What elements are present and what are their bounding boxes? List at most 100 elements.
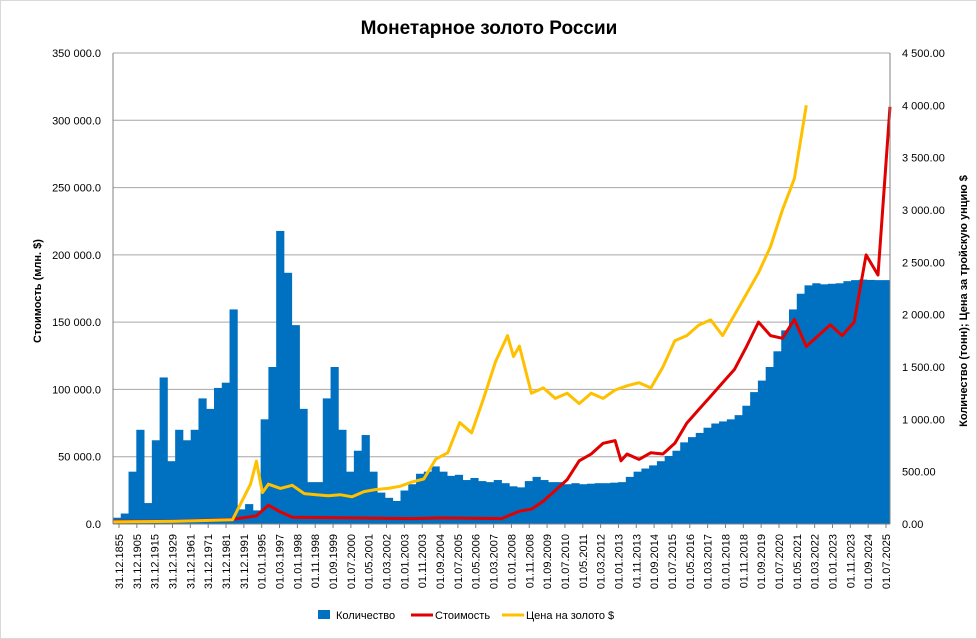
- right-axis-title: Количество (тонн); Цена за тройскую унци…: [958, 175, 970, 427]
- quantity-bar: [680, 442, 689, 524]
- x-tick-label: 01.01.2018: [721, 534, 733, 589]
- quantity-bar: [711, 423, 720, 524]
- quantity-bar: [423, 471, 432, 524]
- quantity-bar: [315, 482, 324, 524]
- x-tick-label: 01.05.2006: [471, 534, 483, 589]
- right-tick-label: 2 500.00: [902, 257, 945, 269]
- x-tick-label: 01.01.2023: [828, 534, 840, 589]
- quantity-bar: [144, 503, 153, 524]
- quantity-bar: [462, 480, 471, 524]
- quantity-bar: [408, 484, 417, 524]
- x-tick-label: 01.03.1997: [275, 534, 287, 589]
- quantity-bar: [431, 466, 440, 524]
- quantity-bar: [400, 490, 409, 524]
- x-tick-label: 01.11.2013: [631, 534, 643, 588]
- quantity-bar: [633, 471, 642, 524]
- x-tick-label: 01.01.2013: [613, 534, 625, 589]
- x-tick-label: 01.11.2003: [417, 534, 429, 588]
- quantity-bar: [563, 484, 572, 524]
- legend-label: Цена на золото $: [526, 610, 614, 622]
- quantity-bar: [268, 367, 277, 524]
- quantity-bar: [788, 309, 798, 524]
- quantity-bar: [159, 377, 168, 524]
- quantity-bar: [719, 421, 728, 524]
- quantity-bar: [493, 480, 502, 524]
- x-tick-label: 31.12.1929: [168, 534, 180, 589]
- left-tick-label: 300 000.0: [52, 115, 101, 127]
- quantity-bar: [742, 405, 751, 524]
- legend-label: Количество: [336, 610, 395, 622]
- chart-title: Монетарное золото России: [361, 18, 618, 39]
- quantity-bar: [128, 471, 137, 524]
- x-tick-label: 31.12.1971: [203, 534, 215, 589]
- right-tick-label: 3 000.00: [902, 205, 945, 217]
- quantity-bar: [703, 427, 712, 524]
- quantity-bar: [586, 483, 596, 524]
- quantity-bar: [835, 283, 844, 524]
- quantity-bar: [136, 429, 145, 524]
- x-tick-label: 01.03.2022: [810, 534, 822, 589]
- quantity-bar: [299, 408, 308, 524]
- x-tick-label: 01.05.2016: [685, 534, 697, 589]
- x-tick-label: 01.11.2023: [845, 534, 857, 588]
- quantity-bar: [765, 367, 774, 524]
- quantity-bar: [579, 484, 588, 524]
- x-tick-label: 01.07.2000: [346, 534, 358, 589]
- quantity-bar: [524, 481, 533, 524]
- quantity-bar: [175, 429, 184, 524]
- x-tick-label: 01.11.1998: [310, 534, 322, 588]
- quantity-bar: [447, 475, 456, 524]
- quantity-bars: [113, 230, 891, 524]
- quantity-bar: [757, 380, 767, 524]
- legend-swatch: [318, 610, 330, 619]
- x-tick-label: 31.12.1961: [185, 534, 197, 589]
- quantity-bar: [866, 279, 875, 524]
- right-axis-ticks: 0.00 500.00 1 000.00 1 500.00 2 000.00 2 500.…: [902, 48, 945, 531]
- quantity-bar: [120, 513, 129, 524]
- quantity-bar: [804, 285, 813, 524]
- left-tick-label: 50 000.0: [58, 452, 101, 464]
- quantity-bar: [182, 440, 192, 524]
- x-tick-label: 01.09.2004: [435, 534, 447, 589]
- quantity-bar: [384, 497, 394, 524]
- x-tick-label: 01.09.2019: [756, 534, 768, 589]
- quantity-bar: [322, 398, 331, 524]
- x-tick-label: 01.03.2002: [382, 534, 394, 589]
- quantity-bar: [820, 284, 829, 524]
- x-tick-label: 31.12.1915: [150, 534, 162, 589]
- right-tick-label: 0.00: [902, 519, 923, 531]
- x-tick-label: 01.05.2011: [578, 534, 590, 588]
- quantity-bar: [167, 461, 176, 524]
- quantity-bar: [649, 465, 658, 524]
- quantity-bar: [858, 279, 868, 524]
- quantity-bar: [509, 486, 518, 524]
- quantity-bar: [781, 330, 790, 524]
- x-tick-label: 01.07.2020: [774, 534, 786, 589]
- quantity-bar: [571, 483, 580, 524]
- quantity-bar: [190, 429, 199, 524]
- quantity-bar: [672, 450, 681, 524]
- left-tick-label: 100 000.0: [52, 384, 101, 396]
- quantity-bar: [470, 477, 479, 524]
- x-tick-label: 01.03.2012: [596, 534, 608, 589]
- quantity-bar: [454, 474, 464, 524]
- x-tick-label: 01.01.2003: [399, 534, 411, 589]
- quantity-bar: [291, 325, 300, 524]
- right-tick-label: 3 500.00: [902, 153, 945, 165]
- quantity-bar: [594, 483, 603, 524]
- quantity-bar: [478, 481, 487, 524]
- quantity-bar: [338, 429, 347, 524]
- quantity-bar: [851, 280, 860, 524]
- x-tick-label: 01.01.2008: [506, 534, 518, 589]
- left-tick-label: 200 000.0: [52, 250, 101, 262]
- x-tick-label: 01.09.1999: [328, 534, 340, 589]
- x-tick-label: 31.12.1991: [239, 534, 251, 589]
- right-tick-label: 4 500.00: [902, 48, 945, 60]
- left-tick-label: 150 000.0: [52, 317, 101, 329]
- quantity-bar: [229, 309, 238, 524]
- series-line-value: [113, 106, 892, 523]
- right-tick-label: 500.00: [902, 467, 936, 479]
- x-tick-label: 01.09.2009: [542, 534, 554, 589]
- quantity-bar: [392, 500, 401, 524]
